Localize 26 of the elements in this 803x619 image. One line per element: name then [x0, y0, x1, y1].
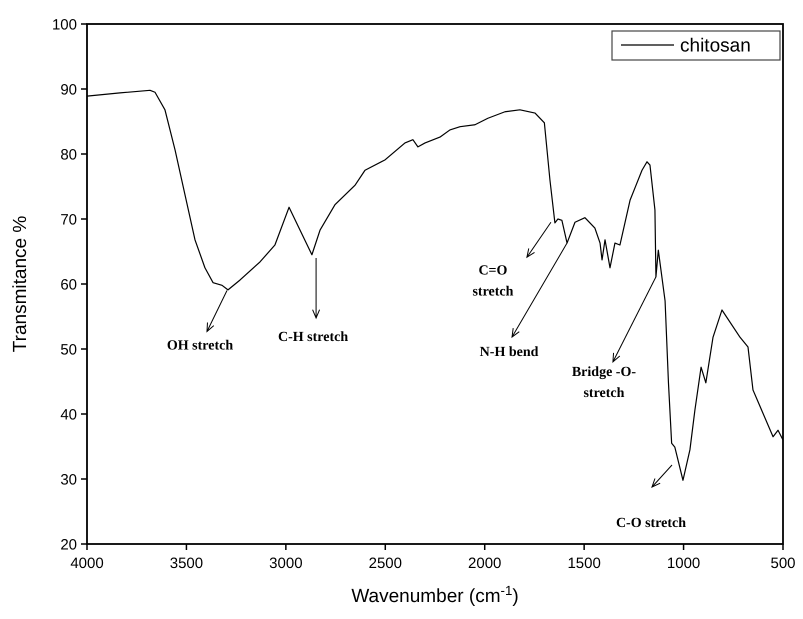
x-axis-title: Wavenumber (cm$^{-1}$)	[351, 582, 519, 607]
x-tick-label: 500	[770, 555, 796, 572]
y-tick-label: 20	[60, 536, 77, 554]
x-tick-label: 3500	[170, 555, 204, 572]
x-tick-label: 1500	[567, 555, 601, 572]
y-tick-label: 50	[60, 341, 77, 358]
y-tick-label: 100	[52, 16, 77, 34]
y-tick-label: 30	[60, 471, 77, 488]
annotation: Bridge -O- stretch	[572, 365, 636, 402]
annotation: N-H bend	[480, 345, 539, 360]
x-tick-label: 2000	[468, 555, 502, 572]
y-tick-label: 70	[60, 211, 77, 228]
x-tick-label: 2500	[368, 555, 402, 572]
annotation: C-O stretch	[616, 516, 686, 532]
y-tick-label: 60	[60, 276, 77, 294]
annotation: C=O stretch	[472, 263, 514, 300]
x-tick-label: 4000	[70, 555, 104, 572]
x-tick-label: 3000	[269, 555, 303, 572]
y-tick-label: 80	[60, 146, 77, 164]
y-tick-label: 90	[60, 81, 77, 98]
x-tick-label: 1000	[666, 555, 700, 572]
legend-label: chitosan	[680, 36, 751, 57]
annotation: C-H stretch	[278, 330, 348, 346]
y-axis-title: Transmitance %	[10, 216, 31, 352]
annotation: OH stretch	[166, 338, 234, 354]
y-tick-label: 40	[60, 406, 77, 424]
